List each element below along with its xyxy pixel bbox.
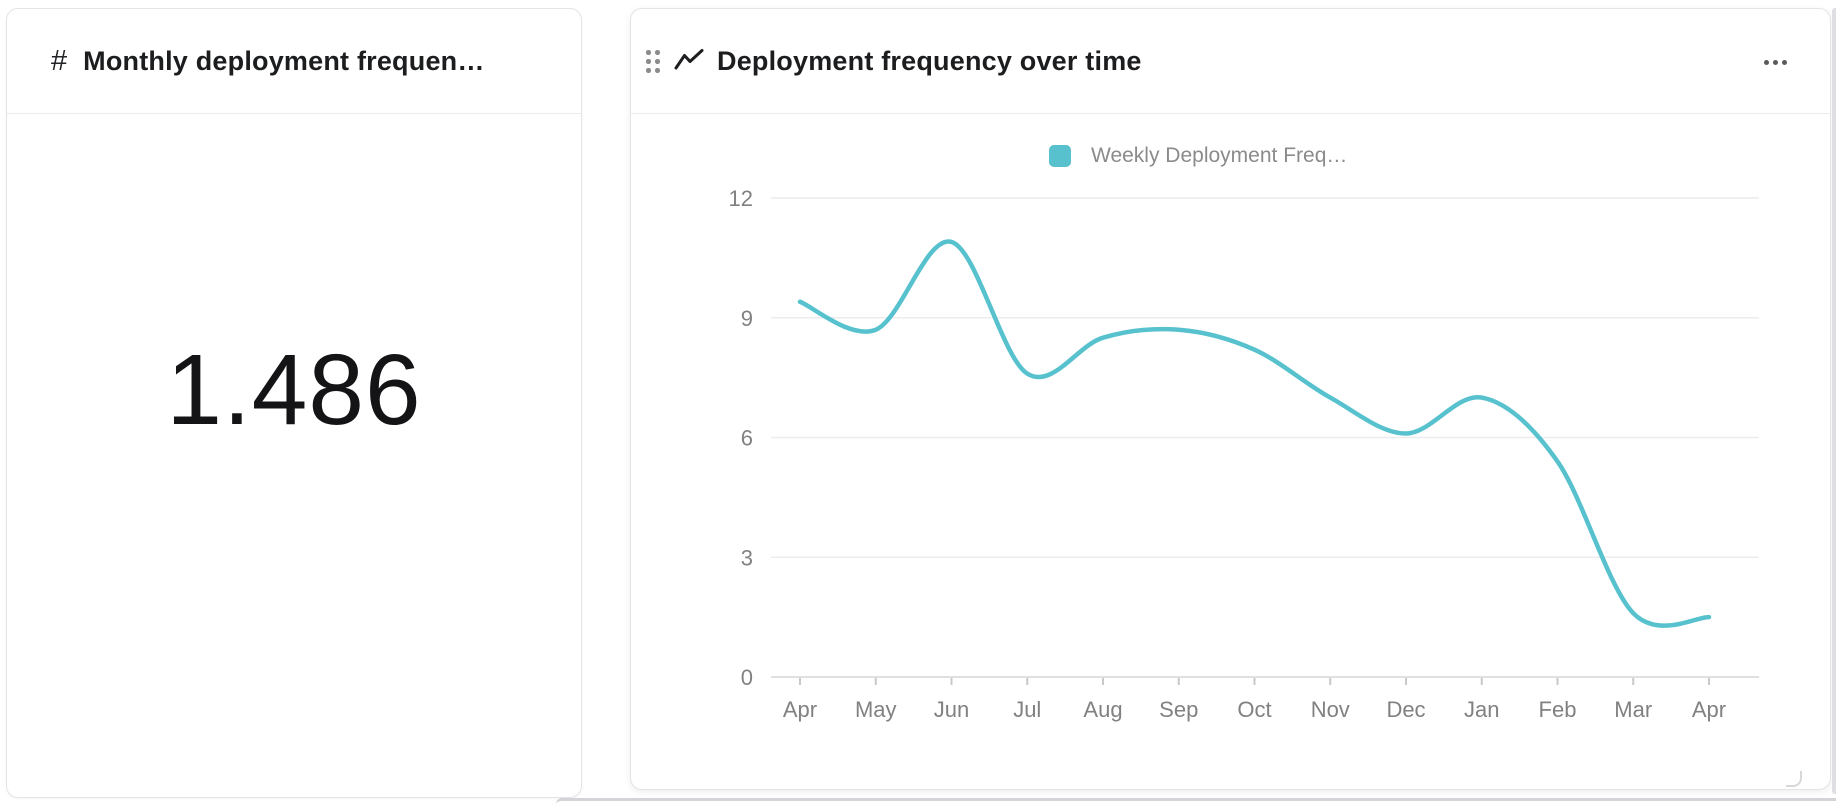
y-axis-tick-label: 9	[741, 306, 753, 331]
x-axis-tick-label: Jan	[1464, 697, 1499, 722]
chart-card-title: Deployment frequency over time	[717, 45, 1142, 76]
x-axis-tick-label: Apr	[783, 697, 817, 722]
chart-legend[interactable]: Weekly Deployment Freq…	[1049, 144, 1347, 168]
stat-value: 1.486	[166, 334, 422, 446]
adjacent-widget-edge	[1832, 8, 1836, 794]
chart-widget-card: Deployment frequency over time Weekly De…	[630, 8, 1831, 790]
x-axis-tick-label: Mar	[1614, 697, 1652, 722]
x-axis-tick-label: Aug	[1083, 697, 1122, 722]
resize-handle[interactable]	[1786, 771, 1802, 787]
stat-card-body: 1.486	[7, 114, 581, 797]
x-axis-tick-label: Jun	[934, 697, 969, 722]
legend-label: Weekly Deployment Freq…	[1091, 144, 1348, 167]
y-axis-tick-label: 6	[741, 426, 753, 451]
x-axis-tick-label: Sep	[1159, 697, 1198, 722]
y-axis-tick-label: 12	[729, 186, 753, 211]
stat-card-header: # Monthly deployment frequen…	[7, 9, 581, 114]
line-chart[interactable]: 0 3 6 9 12 Apr May Jun Jul Aug Sep Oct Nov Dec Jan Feb M…	[631, 114, 1829, 789]
line-chart-icon	[673, 45, 705, 77]
chart-card-header: Deployment frequency over time	[631, 9, 1830, 114]
x-axis-tick-label: Oct	[1237, 697, 1271, 722]
stat-widget-card: # Monthly deployment frequen… 1.486	[6, 8, 582, 798]
y-axis-tick-label: 3	[741, 545, 753, 570]
drag-handle-icon[interactable]	[646, 50, 660, 73]
x-axis-tick-label: Jul	[1013, 697, 1041, 722]
x-axis-tick-label: Apr	[1692, 697, 1726, 722]
x-axis-tick-label: Dec	[1386, 697, 1425, 722]
chart-area: Weekly Deployment Freq… 0 3 6 9 12 Apr May Jun J…	[631, 114, 1830, 789]
stat-card-title: Monthly deployment frequen…	[83, 45, 485, 76]
number-widget-icon: #	[51, 44, 68, 77]
x-axis-tick-label: Nov	[1311, 697, 1350, 722]
legend-swatch	[1049, 145, 1071, 167]
next-row-widget-edge	[556, 798, 1836, 804]
widget-menu-button[interactable]	[1758, 47, 1792, 77]
x-axis-tick-label: Feb	[1539, 697, 1577, 722]
series-line	[797, 239, 1712, 628]
x-axis-tick-label: May	[855, 697, 897, 722]
y-axis-tick-label: 0	[741, 665, 753, 690]
